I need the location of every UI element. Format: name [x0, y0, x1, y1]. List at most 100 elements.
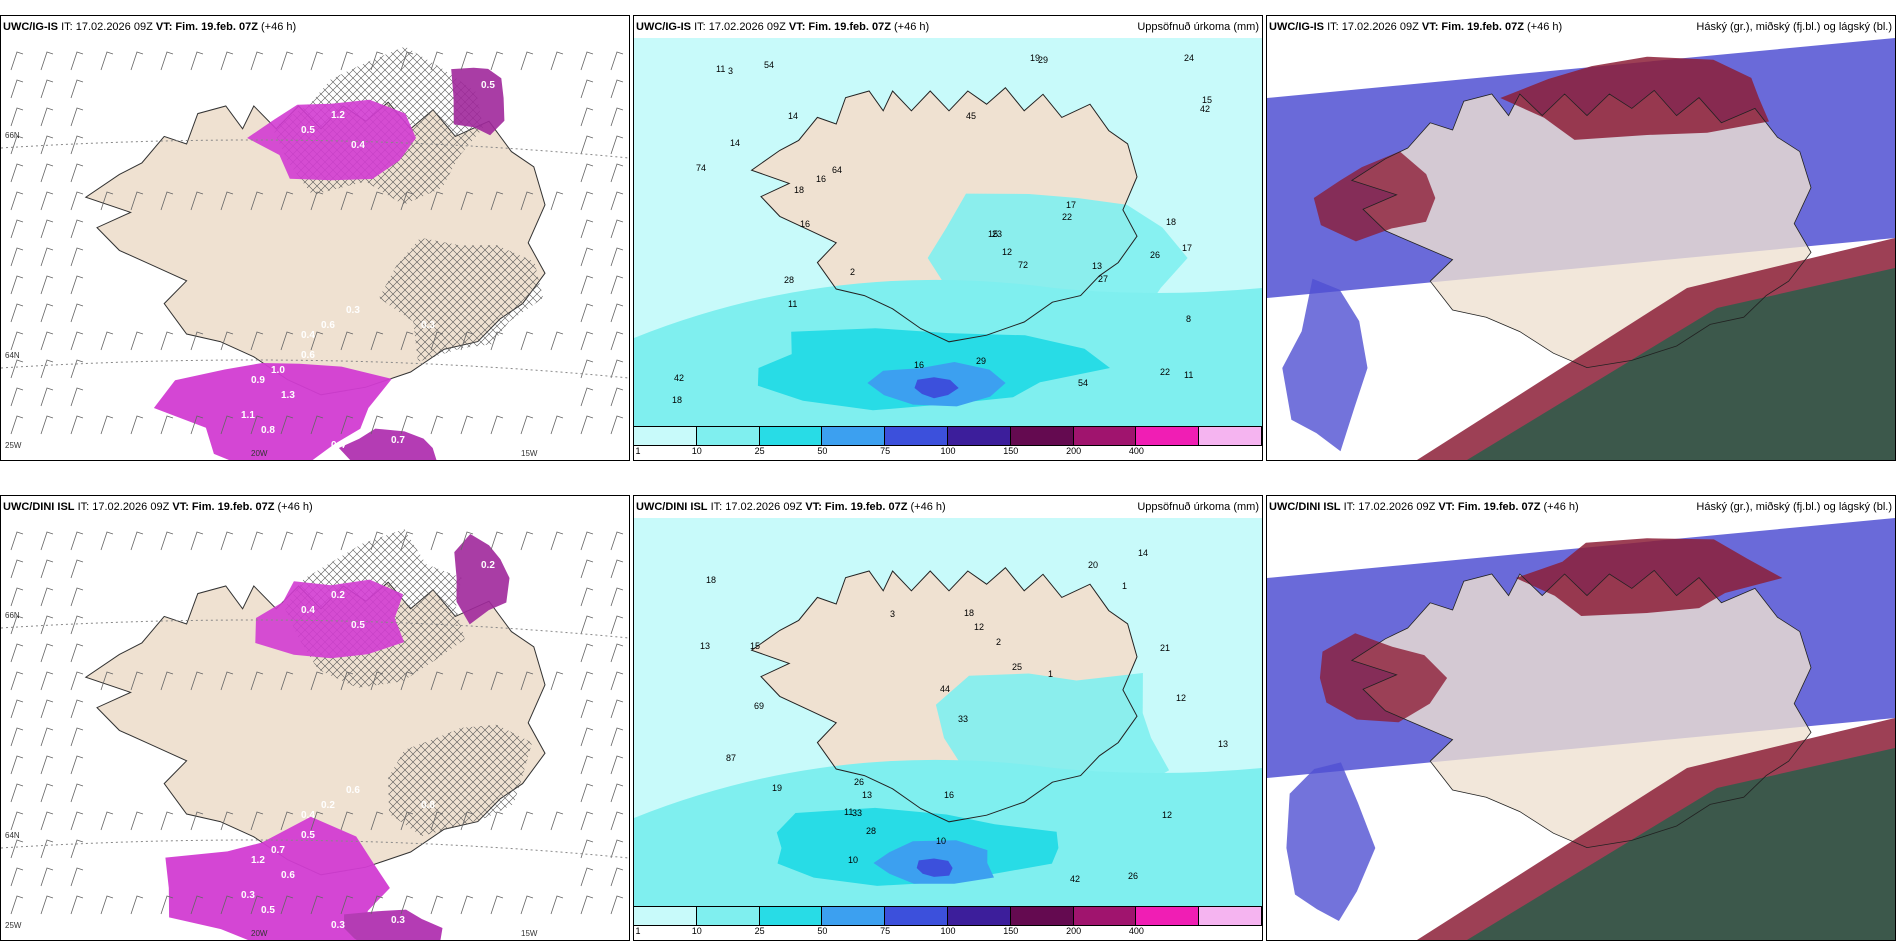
precip-amount-label: 21 [1160, 643, 1170, 653]
colorbar-swatch [885, 427, 948, 445]
precip-amount-label: 17 [1182, 243, 1192, 253]
colorbar-swatch [1136, 907, 1200, 925]
precip-amount-label: 3 [728, 66, 733, 76]
colorbar-tick: 200 [1066, 926, 1082, 936]
snow-area [255, 579, 405, 659]
colorbar-swatch [822, 427, 886, 445]
precip-amount-label: 18 [794, 185, 804, 195]
lon-label: 20W [251, 929, 268, 938]
precip-contour [916, 858, 953, 877]
snow-amount-label: 0.2 [321, 800, 335, 811]
colorbar-tick: 400 [1128, 446, 1144, 456]
colorbar-tick: 100 [940, 926, 956, 936]
precipitation-map: 3 22 11 2 28 29 13 17 22 16 11 12 16 19 11 54 18 18 16 18 15… [634, 38, 1262, 426]
colorbar-swatch [1199, 907, 1262, 925]
snow-wind-map: 0.2 0.2 0.4 0.5 0.8 0.5 0.7 1.2 0.6 0.3 0.5 0.3 0.3 0… [1, 518, 629, 940]
snow-map-panel-igis: UWC/IG-IS IT: 17.02.2026 09Z VT: Fim. 19… [0, 15, 630, 461]
precip-amount-label: 29 [976, 356, 986, 366]
colorbar-swatch [885, 907, 948, 925]
precip-amount-label: 24 [1184, 53, 1194, 63]
snow-amount-label: 1.1 [241, 410, 255, 421]
precip-map-panel-dini: UWC/DINI ISL IT: 17.02.2026 09Z VT: Fim.… [633, 495, 1263, 941]
snow-amount-label: 0.2 [331, 590, 345, 601]
precip-amount-label: 15 [988, 229, 998, 239]
precip-amount-label: 22 [1062, 212, 1072, 222]
precip-amount-label: 14 [730, 138, 740, 148]
precip-amount-label: 11 [788, 299, 797, 309]
lat-label: 64N [5, 831, 20, 840]
colorbar-swatch [1073, 907, 1137, 925]
coastline [1350, 89, 1812, 369]
lat-label: 64N [5, 351, 20, 360]
precip-amount-label: 2 [850, 267, 855, 277]
panel-header: UWC/DINI ISL IT: 17.02.2026 09Z VT: Fim.… [1, 496, 629, 518]
precip-amount-label: 17 [1066, 200, 1076, 210]
precip-amount-label: 19 [1030, 53, 1040, 63]
cloud-cover-map [1267, 518, 1895, 940]
snow-amount-label: 1.2 [251, 855, 265, 866]
colorbar-tick: 1 [635, 926, 641, 936]
precip-amount-label: 16 [816, 174, 826, 184]
colorbar-tick: 75 [880, 446, 891, 456]
lon-label: 25W [5, 921, 22, 930]
precip-amount-label: 3 [890, 609, 895, 619]
precip-amount-label: 1 [1122, 581, 1127, 591]
precip-amount-label: 2 [996, 637, 1001, 647]
colorbar-swatch [759, 907, 823, 925]
precip-amount-label: 15 [750, 641, 760, 651]
colorbar-swatch [947, 907, 1011, 925]
precip-amount-label: 16 [800, 219, 810, 229]
colorbar-swatch [1010, 907, 1074, 925]
snow-amount-label: 0.2 [481, 560, 495, 571]
snow-amount-label: 0.4 [351, 140, 365, 151]
panel-title: Háský (gr.), miðský (fj.bl.) og lágský (… [1696, 501, 1892, 513]
snow-amount-label: 0.6 [346, 785, 360, 796]
precip-amount-label: 12 [1176, 693, 1186, 703]
precip-amount-label: 69 [754, 701, 764, 711]
precip-amount-label: 54 [1078, 378, 1088, 388]
colorbar-swatch [696, 907, 760, 925]
colorbar-tick: 1 [635, 446, 641, 456]
precip-amount-label: 19 [772, 783, 782, 793]
wind-barbs [10, 51, 624, 435]
snow-amount-label: 0.6 [301, 350, 315, 361]
precip-amount-label: 26 [1128, 871, 1138, 881]
lon-label: 20W [251, 449, 268, 458]
panel-title: Uppsöfnuð úrkoma (mm) [1137, 501, 1259, 513]
low-cloud-area [1286, 762, 1376, 921]
mid-cloud-area [1313, 151, 1436, 242]
colorbar-tick: 75 [880, 926, 891, 936]
panel-header: UWC/IG-IS IT: 17.02.2026 09Z VT: Fim. 19… [1267, 16, 1895, 38]
precip-amount-label: 23 [992, 229, 1002, 239]
colorbar-tick: 10 [691, 926, 702, 936]
coastline [750, 566, 1138, 823]
precip-amount-label: 15 [1202, 95, 1212, 105]
snow-amount-label: 0.5 [301, 125, 315, 136]
precip-amount-label: 20 [1088, 560, 1098, 570]
snow-area [344, 909, 443, 940]
snow-amount-label: 0.5 [261, 905, 275, 916]
lat-label: 66N [5, 611, 20, 620]
high-cloud-area [1467, 748, 1895, 940]
precip-amount-label: 11 [716, 64, 725, 74]
precip-amount-label: 1 [1048, 669, 1053, 679]
lon-label: 15W [521, 449, 538, 458]
precip-amount-label: 13 [1092, 261, 1102, 271]
precip-amount-label: 11 [844, 807, 853, 817]
coastline [750, 86, 1138, 343]
snow-area [451, 67, 505, 136]
colorbar-swatch [759, 427, 823, 445]
precip-amount-label: 87 [726, 753, 736, 763]
snow-area [338, 428, 437, 460]
snow-amount-label: 0.7 [271, 845, 285, 856]
colorbar-swatch [947, 427, 1011, 445]
snow-amount-label: 0.5 [481, 80, 495, 91]
snow-amount-label: 0.7 [391, 435, 405, 446]
low-cloud-area [1282, 278, 1368, 452]
colorbar-swatch [1136, 427, 1200, 445]
snow-amount-label: 0.3 [346, 305, 360, 316]
precip-amount-label: 22 [1160, 367, 1170, 377]
precip-amount-label: 54 [764, 60, 774, 70]
coastline [1350, 569, 1812, 849]
